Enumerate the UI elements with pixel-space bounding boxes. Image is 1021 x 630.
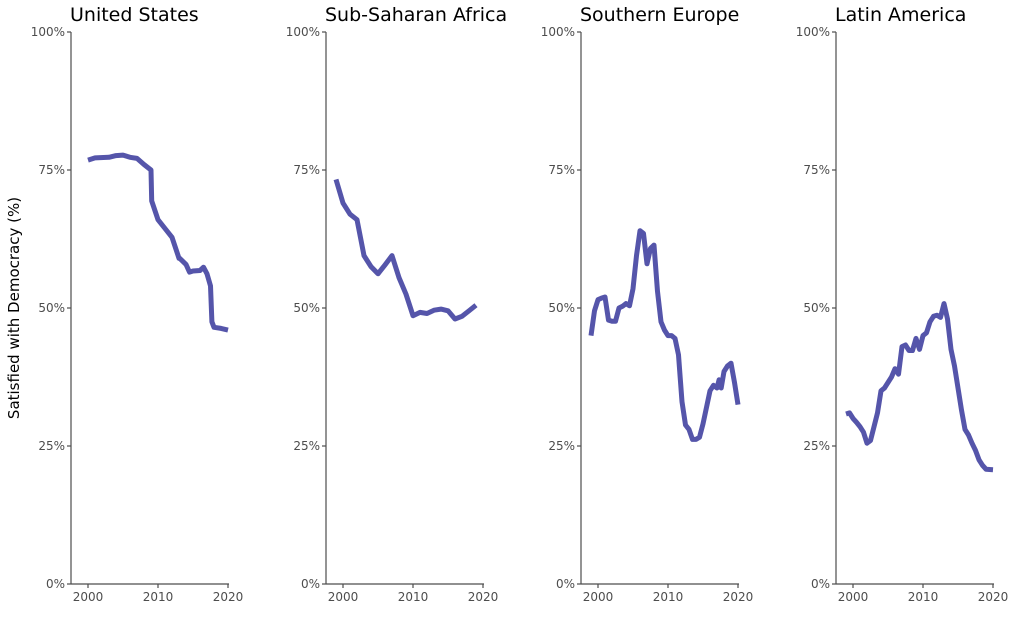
series-line-southern-europe: [588, 228, 741, 442]
y-tick-label: 0%: [301, 577, 320, 591]
y-tick-label: 25%: [548, 439, 575, 453]
y-axis-label: Satisfied with Democracy (%): [5, 197, 23, 419]
x-tick-label: 2000: [73, 590, 104, 604]
x-tick-label: 2020: [978, 590, 1009, 604]
y-tick-label: 25%: [38, 439, 65, 453]
y-tick-label: 75%: [548, 163, 575, 177]
series-line-latin-america: [845, 301, 994, 473]
y-tick-label: 75%: [293, 163, 320, 177]
y-tick-label: 0%: [556, 577, 575, 591]
panel-title: Latin America: [835, 4, 966, 26]
series-line-united-states: [87, 152, 229, 333]
x-tick-label: 2020: [468, 590, 499, 604]
panel-title: United States: [70, 4, 199, 26]
series-line-sub-saharan-africa: [333, 178, 478, 322]
y-tick-label: 100%: [541, 25, 575, 39]
panel-title: Sub-Saharan Africa: [325, 4, 507, 26]
y-tick-label: 50%: [293, 301, 320, 315]
y-tick-label: 100%: [31, 25, 65, 39]
panel-latin-america: Latin America 0% 25% 50% 75% 100% 2000 2010 202…: [796, 4, 1009, 604]
y-tick-label: 75%: [38, 163, 65, 177]
panel-title: Southern Europe: [580, 4, 739, 26]
x-tick-label: 2010: [908, 590, 939, 604]
y-tick-label: 100%: [796, 25, 830, 39]
x-tick-label: 2000: [583, 590, 614, 604]
x-tick-label: 2020: [213, 590, 244, 604]
y-tick-label: 75%: [803, 163, 830, 177]
y-tick-label: 50%: [38, 301, 65, 315]
y-tick-label: 0%: [811, 577, 830, 591]
x-tick-label: 2020: [723, 590, 754, 604]
y-tick-label: 100%: [286, 25, 320, 39]
x-tick-label: 2010: [143, 590, 174, 604]
x-tick-label: 2010: [653, 590, 684, 604]
x-tick-label: 2000: [328, 590, 359, 604]
panel-united-states: United States 0% 25% 50% 75% 100% 2000 2010 202…: [31, 4, 244, 604]
y-tick-label: 50%: [803, 301, 830, 315]
panel-southern-europe: Southern Europe 0% 25% 50% 75% 100% 2000 2010 2…: [541, 4, 754, 604]
x-tick-label: 2010: [398, 590, 429, 604]
y-tick-label: 25%: [293, 439, 320, 453]
x-tick-label: 2000: [838, 590, 869, 604]
y-tick-label: 25%: [803, 439, 830, 453]
y-tick-label: 0%: [46, 577, 65, 591]
y-tick-label: 50%: [548, 301, 575, 315]
panel-sub-saharan-africa: Sub-Saharan Africa 0% 25% 50% 75% 100% 2000 20…: [286, 4, 507, 604]
